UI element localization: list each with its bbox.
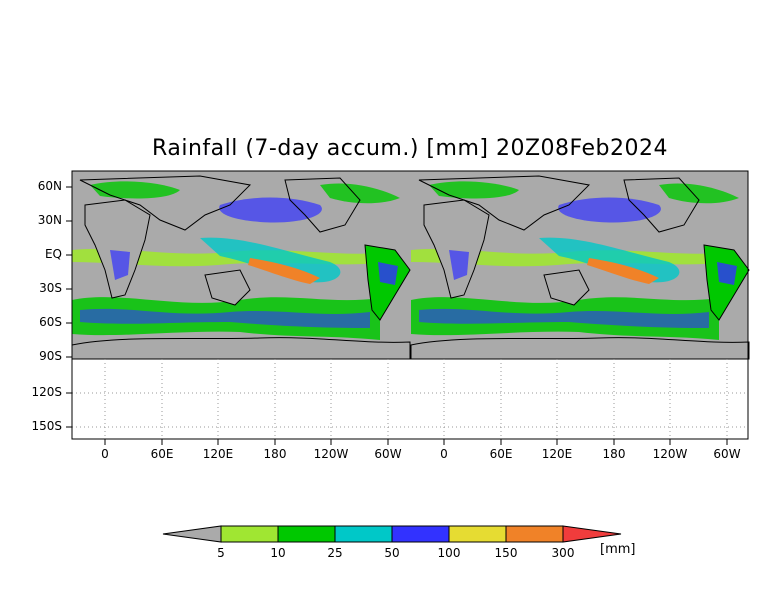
x-tick-label: 60E: [150, 447, 174, 461]
colorbar-bin-4: [391, 525, 450, 543]
colorbar-unit: [mm]: [600, 542, 636, 557]
x-tick-label: 180: [263, 447, 287, 461]
map-title: Rainfall (7-day accum.) [mm] 20Z08Feb202…: [152, 136, 668, 161]
colorbar-label: 300: [551, 546, 575, 560]
colorbar-low-arrow: [162, 525, 222, 543]
grid-lines: [72, 359, 748, 439]
y-tick-label: 30S: [39, 281, 62, 295]
x-tick-label: 60W: [713, 447, 741, 461]
x-tick-label: 0: [101, 447, 109, 461]
x-tick-label: 120W: [652, 447, 688, 461]
colorbar: [162, 525, 622, 543]
colorbar-label: 150: [494, 546, 518, 560]
rainfall-field: [71, 171, 750, 360]
colorbar-high-arrow: [562, 525, 622, 543]
colorbar-label: 50: [384, 546, 400, 560]
colorbar-label: 5: [217, 546, 225, 560]
x-tick-label: 180: [602, 447, 626, 461]
y-tick-label: 150S: [31, 419, 62, 433]
colorbar-bin-5: [448, 525, 507, 543]
colorbar-label: 10: [270, 546, 286, 560]
colorbar-bin-1: [220, 525, 279, 543]
y-tick-label: 90S: [39, 349, 62, 363]
y-tick-label: 60N: [37, 179, 62, 193]
y-tick-label: 60S: [39, 315, 62, 329]
x-tick-label: 0: [440, 447, 448, 461]
colorbar-label: 25: [327, 546, 343, 560]
colorbar-bin-2: [277, 525, 336, 543]
y-tick-label: EQ: [44, 247, 62, 261]
colorbar-label: 100: [437, 546, 461, 560]
x-tick-label: 120E: [202, 447, 234, 461]
x-tick-label: 60W: [374, 447, 402, 461]
x-tick-label: 60E: [489, 447, 513, 461]
x-tick-label: 120E: [541, 447, 573, 461]
y-tick-label: 120S: [31, 385, 62, 399]
x-tick-label: 120W: [313, 447, 349, 461]
colorbar-bin-3: [334, 525, 393, 543]
y-tick-label: 30N: [37, 213, 62, 227]
colorbar-bin-6: [505, 525, 564, 543]
